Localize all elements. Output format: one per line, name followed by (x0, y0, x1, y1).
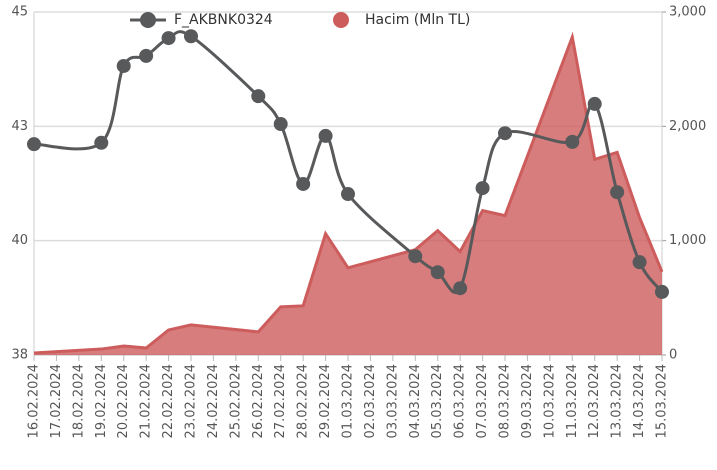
price-point (498, 126, 512, 141)
price-point (341, 187, 355, 202)
x-tick-label: 26.02.2024 (251, 364, 266, 438)
x-tick-label: 03.03.2024 (385, 364, 400, 438)
x-tick-label: 13.03.2024 (610, 364, 625, 438)
legend-marker (140, 12, 156, 28)
price-point (161, 31, 176, 46)
price-point (475, 181, 490, 196)
x-tick-label: 19.02.2024 (94, 364, 109, 438)
x-tick-label: 22.02.2024 (161, 364, 176, 438)
x-tick-label: 25.02.2024 (228, 364, 243, 438)
x-tick-label: 24.02.2024 (206, 364, 221, 438)
price-point (565, 134, 580, 149)
y-tick-label: 38 (11, 348, 28, 363)
legend-label: Hacim (Mln TL) (365, 12, 470, 28)
x-tick-label: 11.03.2024 (565, 364, 580, 438)
price-point (139, 48, 154, 63)
x-tick-label: 20.02.2024 (116, 364, 131, 438)
price-point (184, 29, 198, 44)
y2-tick-label: 2,000 (669, 119, 706, 134)
x-tick-label: 10.03.2024 (542, 364, 557, 438)
x-tick-label: 09.03.2024 (520, 364, 535, 438)
x-tick-label: 05.03.2024 (430, 364, 445, 438)
y-tick-label: 40 (11, 233, 28, 248)
x-tick-label: 02.03.2024 (363, 364, 378, 438)
y2-tick-label: 0 (669, 348, 677, 363)
x-tick-label: 08.03.2024 (498, 364, 513, 438)
y-tick-label: 43 (11, 119, 28, 134)
x-tick-label: 27.02.2024 (273, 364, 288, 438)
x-tick-label: 16.02.2024 (27, 364, 42, 438)
legend-label: F_AKBNK0324 (174, 12, 273, 28)
price-point (27, 137, 41, 152)
x-tick-label: 23.02.2024 (184, 364, 199, 438)
price-point (94, 135, 109, 150)
x-tick-label: 14.03.2024 (632, 364, 647, 438)
price-point (655, 284, 669, 299)
price-point (453, 281, 468, 296)
x-tick-label: 29.02.2024 (318, 364, 333, 438)
x-tick-label: 17.02.2024 (49, 364, 64, 438)
x-tick-label: 21.02.2024 (139, 364, 154, 438)
x-tick-label: 07.03.2024 (475, 364, 490, 438)
price-point (318, 128, 333, 143)
legend-marker (333, 12, 349, 28)
x-tick-label: 28.02.2024 (296, 364, 311, 438)
x-tick-label: 04.03.2024 (408, 364, 423, 438)
x-tick-label: 12.03.2024 (587, 364, 602, 438)
price-point (610, 185, 625, 200)
price-point (273, 117, 288, 132)
price-point (296, 176, 311, 191)
y2-tick-label: 3,000 (669, 5, 706, 20)
price-point (587, 96, 602, 111)
x-tick-label: 15.03.2024 (655, 364, 670, 438)
price-point (251, 89, 266, 104)
volume-area (34, 37, 662, 355)
price-point (116, 58, 131, 73)
x-tick-label: 01.03.2024 (341, 364, 356, 438)
y2-tick-label: 1,000 (669, 233, 706, 248)
y-tick-label: 45 (11, 5, 28, 20)
price-point (632, 255, 647, 270)
price-point (430, 265, 445, 280)
x-tick-label: 18.02.2024 (71, 364, 86, 438)
price-point (408, 249, 423, 264)
x-tick-label: 06.03.2024 (453, 364, 468, 438)
